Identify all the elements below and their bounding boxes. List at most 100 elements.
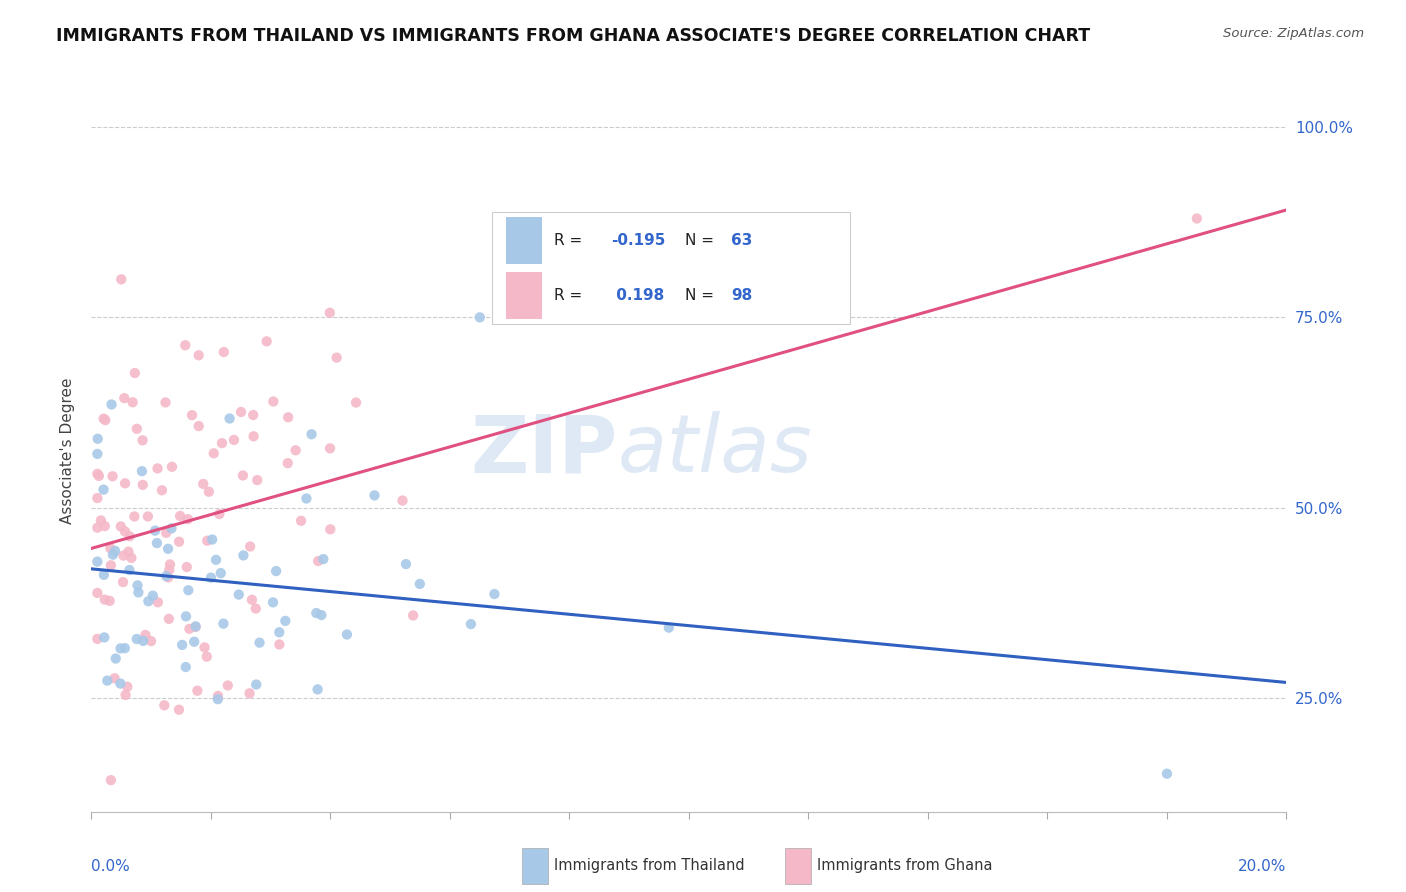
Point [138,594,160,608]
Point [157,612,180,626]
Text: 0.0%: 0.0% [91,859,131,873]
Point [319,306,342,320]
Point [90,513,112,527]
Point [93,411,115,425]
Point [319,522,342,536]
Text: Immigrants from Ghana: Immigrants from Ghana [817,858,993,873]
Text: Source: ZipAtlas.com: Source: ZipAtlas.com [1223,27,1364,40]
Point [658,621,681,635]
Point [103,671,125,685]
Point [208,507,231,521]
Point [98,594,121,608]
Point [143,524,166,538]
Point [160,459,183,474]
Point [229,405,252,419]
Point [290,514,312,528]
Point [146,536,169,550]
Point [181,408,204,422]
Point [183,634,205,648]
Point [277,410,299,425]
Point [96,673,118,688]
Point [127,578,149,592]
Point [207,689,229,703]
Point [131,434,153,448]
Point [311,608,333,623]
Point [262,595,284,609]
Point [468,310,491,325]
Point [127,585,149,599]
Point [86,555,108,569]
Point [205,553,228,567]
Point [160,521,183,535]
Point [86,447,108,461]
Point [114,688,136,702]
Point [179,622,201,636]
Point [176,560,198,574]
Point [301,427,323,442]
Text: -0.195: -0.195 [612,234,665,249]
Point [484,587,506,601]
Point [114,641,136,656]
Point [86,432,108,446]
Point [305,606,328,620]
Point [391,493,413,508]
Point [110,272,132,286]
Point [125,422,148,436]
Point [184,620,207,634]
Point [172,638,194,652]
Point [124,509,146,524]
Point [242,408,264,422]
Point [155,525,177,540]
Point [264,564,287,578]
Y-axis label: Associate's Degree: Associate's Degree [60,377,76,524]
Point [124,366,146,380]
FancyBboxPatch shape [506,218,541,264]
Point [232,549,254,563]
Point [112,549,135,563]
Point [295,491,318,506]
Point [153,698,176,713]
Point [167,534,190,549]
Point [319,442,342,456]
Point [212,616,235,631]
Point [402,608,425,623]
Point [240,592,263,607]
Point [245,601,267,615]
Point [193,477,215,491]
Point [150,483,173,498]
Point [239,686,262,700]
Point [177,583,200,598]
Point [117,680,139,694]
Point [118,563,141,577]
Point [110,641,132,656]
Point [195,533,218,548]
Point [187,348,209,362]
Point [174,338,197,352]
Point [104,651,127,665]
Point [134,628,156,642]
Point [217,678,239,692]
Point [211,436,233,450]
Point [245,677,267,691]
Text: 20.0%: 20.0% [1239,859,1286,873]
Point [93,567,115,582]
Point [157,563,180,577]
Text: atlas: atlas [617,411,813,490]
Point [177,512,200,526]
Point [242,429,264,443]
Point [159,558,181,572]
Point [184,619,207,633]
Point [98,541,121,556]
Point [262,394,284,409]
FancyBboxPatch shape [492,212,851,324]
Point [136,509,159,524]
Point [269,638,291,652]
Point [142,589,165,603]
Point [174,660,197,674]
Point [100,773,122,788]
Point [131,464,153,478]
Point [460,617,482,632]
Point [284,443,307,458]
Point [228,588,250,602]
Point [307,682,329,697]
